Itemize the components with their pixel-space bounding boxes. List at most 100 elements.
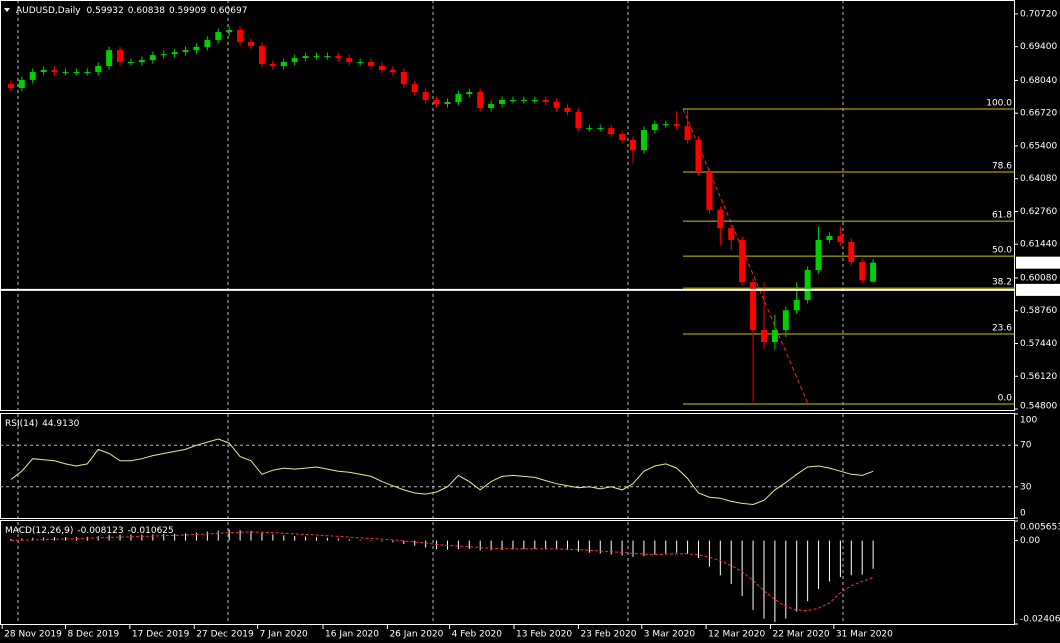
macd-bar [763,540,765,619]
macd-bar [359,539,361,541]
candle-body [51,69,58,72]
macd-bar [719,540,721,576]
y-tick-label: 0.69400 [1020,42,1057,52]
candle-body [640,130,647,151]
x-tick-label: 16 Jan 2020 [325,630,379,640]
x-tick-label: 4 Feb 2020 [452,630,503,640]
macd-bar [54,537,56,541]
candle-body [684,126,691,140]
y-tick-label: 0.65400 [1020,141,1057,151]
x-tick-label: 13 Feb 2020 [516,630,572,640]
macd-bar [141,534,143,541]
macd-header: MACD(12,26,9) -0.008123 -0.010625 [5,526,174,536]
candle-body [826,236,833,240]
candle-body [455,94,462,103]
fib-label: 38.2 [992,278,1012,288]
candle-body [608,128,615,135]
macd-bar [774,540,776,623]
candle-body [193,46,200,51]
macd-bar [741,540,743,597]
macd-bar [119,534,121,541]
macd-bar [403,540,405,545]
y-tick-label: 0.54800 [1020,402,1057,412]
macd-bar [457,540,459,550]
y-tick-label: 0.57440 [1020,339,1057,349]
candle-body [389,69,396,72]
candle-body [782,310,789,331]
y-tick-label: 0.66720 [1020,109,1057,119]
macd-bar [567,540,569,550]
macd-bar [577,540,579,552]
y-tick-label: 0.62760 [1020,207,1057,217]
macd-bar [163,534,165,541]
chart-header: AUDUSD,Daily 0.59932 0.60838 0.59909 0.60697 [16,6,247,16]
candle-body [837,236,844,242]
macd-bar [512,540,514,550]
candle-body [400,71,407,85]
candle-body [870,262,877,282]
macd-bar [217,530,219,541]
candle-body [564,107,571,112]
y-tick-label: 30 [1020,482,1032,492]
candle-body [673,124,680,127]
candle-body [248,41,255,46]
macd-bar [392,540,394,543]
x-tick-label: 12 Mar 2020 [708,630,765,640]
macd-bar [490,540,492,551]
macd-bar [643,540,645,557]
rsi-header: RSI(14) 44.9130 [5,419,80,429]
macd-bar [621,540,623,556]
macd-bar [479,540,481,551]
macd-bar [501,540,503,550]
macd-bar [730,540,732,584]
candle-body [73,71,80,73]
macd-bar [850,540,852,576]
candle-body [597,128,604,130]
macd-bar [556,540,558,550]
y-tick-label: 0.60080 [1020,273,1057,283]
y-tick-label: 70 [1020,441,1032,451]
candle-body [815,239,822,271]
macd-bar [152,534,154,541]
macd-bar [599,540,601,554]
macd-bar [654,540,656,555]
macd-bar [195,532,197,541]
candle-body [499,100,506,104]
x-tick-label: 3 Mar 2020 [644,630,696,640]
macd-bar [326,537,328,541]
macd-bar [381,540,383,542]
candle-body [40,69,47,72]
macd-bar [697,540,699,558]
candle-body [433,100,440,104]
fib-label: 50.0 [992,246,1012,256]
candle-body [346,58,353,63]
symbol: AUDUSD,Daily [16,6,81,16]
macd-bar [305,536,307,541]
menu-arrow[interactable] [4,8,10,12]
candle-body [368,62,375,67]
macd-bar [676,540,678,553]
macd-bar [185,533,187,541]
candle-body [859,262,866,281]
close-value: 0.60697 [210,6,247,16]
rsi-line [10,438,874,506]
candle-body [422,92,429,101]
y-tick-label: 0.64080 [1020,174,1057,184]
candle-body [630,139,637,151]
candle-body [793,300,800,311]
candle-body [7,83,14,89]
macd-bar [294,536,296,541]
candle-body [335,56,342,59]
macd-bar [468,540,470,549]
macd-bar [861,540,863,575]
candle-body [62,71,69,73]
candle-body [466,92,473,95]
rsi-name: RSI(14) [5,419,38,429]
open-value: 0.59932 [87,6,124,16]
macd-bar [32,537,34,541]
macd-bar [534,540,536,549]
macd-bar [872,540,874,569]
